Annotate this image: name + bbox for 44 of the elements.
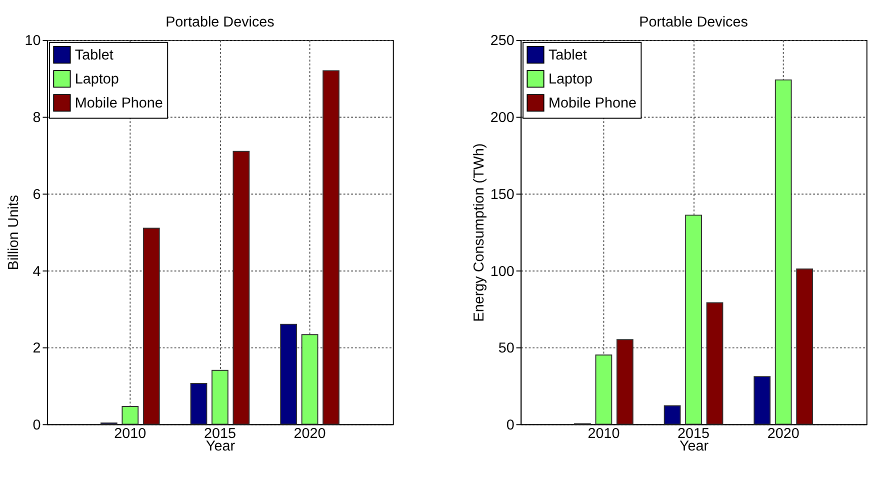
bar	[774, 79, 792, 425]
bar	[232, 150, 250, 425]
y-tick-label: 200	[490, 110, 514, 126]
bar	[322, 70, 340, 425]
bar	[280, 324, 297, 425]
legend-label: Tablet	[548, 48, 587, 64]
bar	[595, 354, 612, 425]
y-tick-label: 6	[32, 186, 41, 203]
legend-label: Laptop	[74, 72, 119, 88]
y-axis-title: Billion Units	[6, 194, 22, 270]
x-axis-title: Year	[679, 438, 709, 455]
x-tick-label: 2010	[114, 426, 146, 442]
bar	[796, 268, 814, 425]
y-tick-label: 250	[490, 33, 514, 50]
chart-title: Portable Devices	[166, 14, 274, 31]
bar	[190, 382, 208, 425]
y-tick-label: 0	[506, 417, 514, 434]
bar	[616, 339, 634, 425]
legend-label: Mobile Phone	[74, 96, 163, 112]
y-tick-label: 0	[32, 417, 41, 434]
bar	[142, 228, 160, 425]
bar	[301, 334, 318, 425]
legend-label: Tablet	[74, 48, 114, 64]
y-tick-label: 50	[498, 340, 514, 357]
y-tick-label: 100	[490, 264, 514, 280]
bar	[212, 370, 228, 425]
x-tick-label: 2010	[588, 426, 620, 442]
y-tick-label: 8	[32, 110, 41, 126]
y-tick-label: 150	[490, 186, 514, 203]
bar	[664, 405, 681, 425]
bar	[122, 406, 139, 425]
legend-label: Laptop	[548, 72, 592, 88]
legend-label: Mobile Phone	[548, 96, 636, 112]
y-tick-label: 4	[32, 264, 41, 280]
x-tick-label: 2020	[294, 426, 326, 442]
x-axis-title: Year	[206, 438, 236, 455]
bar	[706, 302, 724, 425]
y-tick-label: 2	[32, 340, 41, 357]
chart-title: Portable Devices	[639, 14, 748, 31]
y-tick-label: 10	[24, 33, 41, 50]
bar	[754, 376, 771, 425]
x-tick-label: 2020	[767, 426, 800, 442]
y-axis-title: Energy Consumption (TWh)	[472, 143, 488, 322]
bar	[685, 214, 702, 425]
